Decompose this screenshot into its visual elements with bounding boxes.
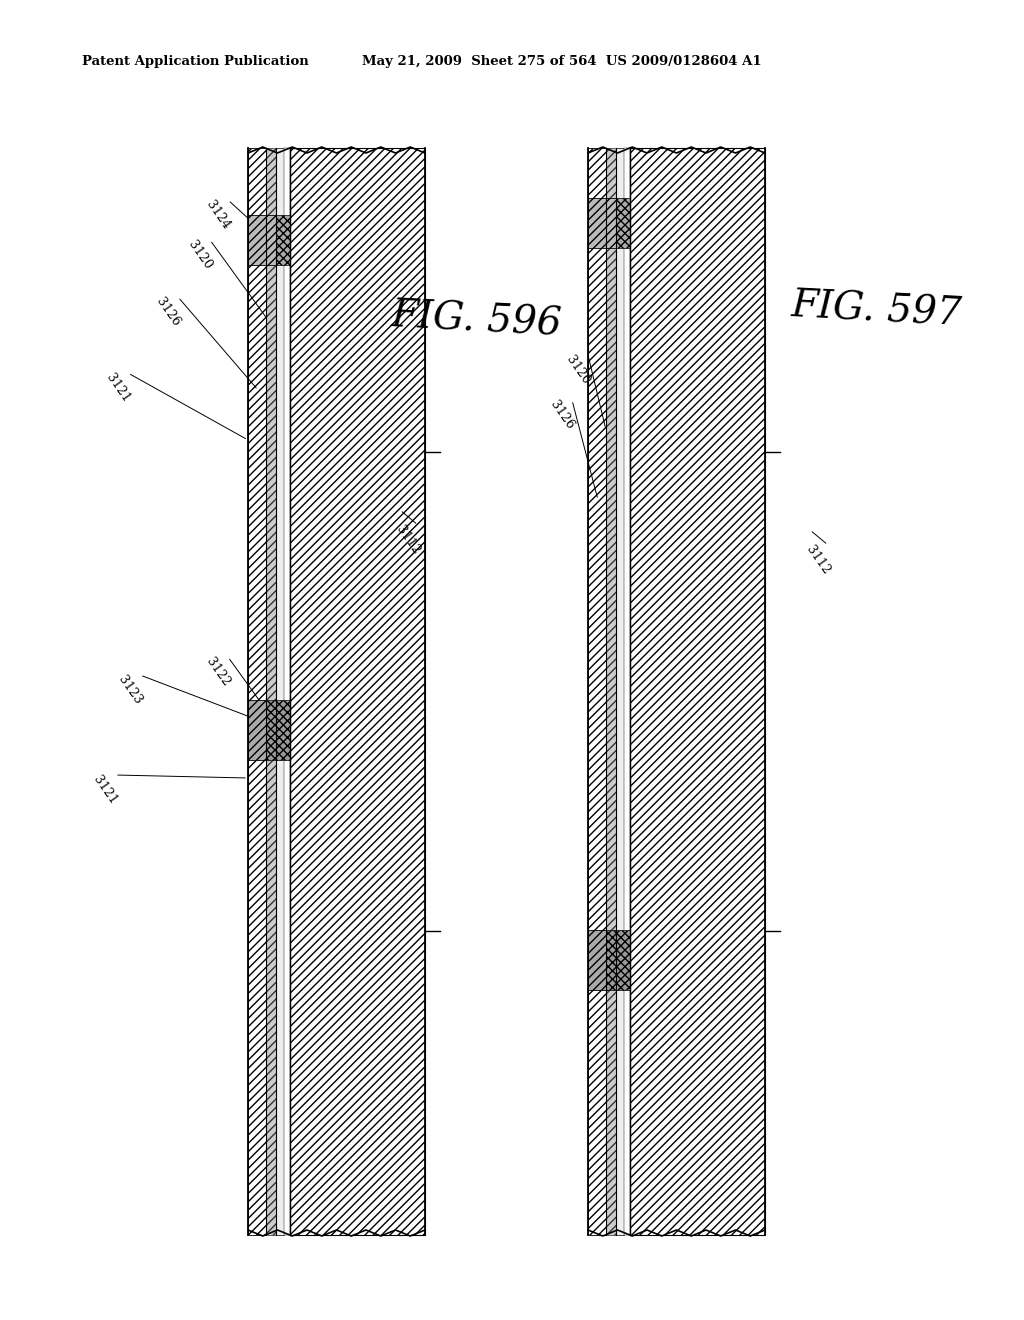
Text: 3122: 3122: [204, 655, 232, 689]
Bar: [248, 215, 276, 265]
Text: 3112: 3112: [804, 544, 833, 577]
Text: 3121: 3121: [90, 774, 120, 807]
Text: 3126: 3126: [548, 399, 577, 432]
Bar: [276, 215, 290, 265]
Bar: [630, 148, 765, 1236]
Bar: [588, 198, 616, 248]
Text: Patent Application Publication: Patent Application Publication: [82, 55, 309, 69]
Bar: [616, 148, 624, 1236]
Bar: [248, 148, 266, 1236]
Bar: [284, 148, 290, 1236]
Bar: [290, 148, 425, 1236]
Text: 3126: 3126: [154, 296, 182, 329]
Text: May 21, 2009  Sheet 275 of 564  US 2009/0128604 A1: May 21, 2009 Sheet 275 of 564 US 2009/01…: [362, 55, 762, 69]
Bar: [606, 148, 616, 1236]
Bar: [624, 148, 630, 1236]
Text: FIG. 596: FIG. 596: [390, 297, 563, 343]
Bar: [266, 148, 276, 1236]
Text: FIG. 597: FIG. 597: [790, 286, 963, 333]
Text: 3124: 3124: [204, 198, 232, 232]
Bar: [266, 700, 290, 760]
Bar: [606, 931, 630, 990]
Bar: [276, 148, 284, 1236]
Bar: [616, 198, 630, 248]
Bar: [588, 931, 606, 990]
Bar: [248, 700, 266, 760]
Bar: [588, 148, 606, 1236]
Text: 3120: 3120: [563, 354, 593, 387]
Text: 3123: 3123: [116, 673, 144, 706]
Text: 3121: 3121: [103, 371, 132, 405]
Text: 3120: 3120: [185, 238, 214, 272]
Text: 3112: 3112: [393, 523, 423, 557]
